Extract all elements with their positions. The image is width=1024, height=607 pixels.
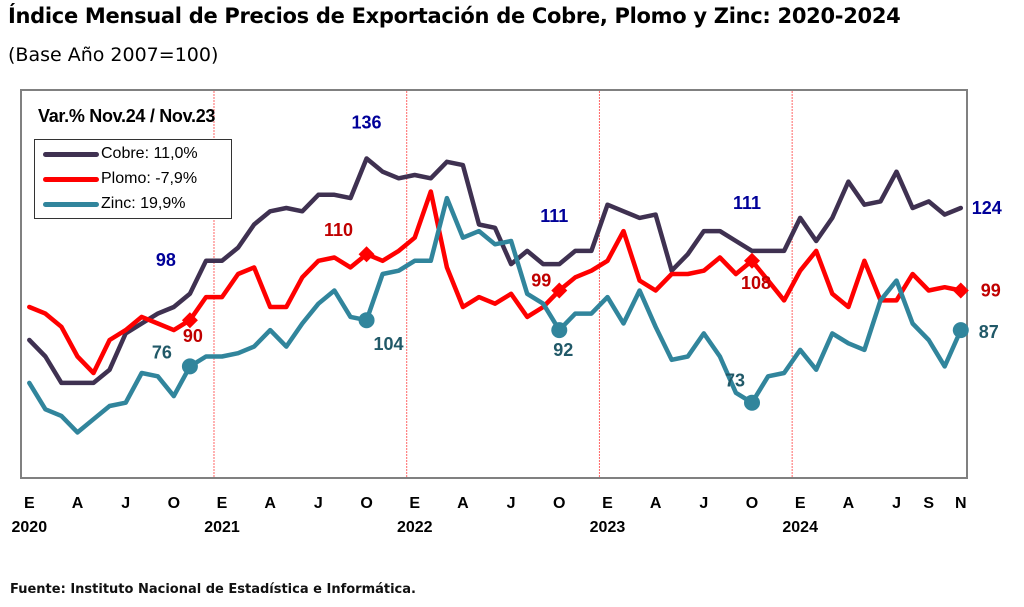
legend-swatch-plomo <box>43 176 99 182</box>
data-label-plomo-10: 90 <box>183 326 203 346</box>
series-line-zinc <box>27 195 964 435</box>
x-tick-label: J <box>892 495 901 512</box>
legend-swatch-cobre <box>43 151 99 157</box>
marker-zinc-45 <box>744 394 760 411</box>
x-tick-label: A <box>264 495 276 512</box>
data-label-plomo-33: 99 <box>531 271 551 291</box>
x-tick-label: S <box>923 495 934 512</box>
x-tick-label: O <box>746 495 758 512</box>
year-label-2024: 2024 <box>782 519 818 536</box>
x-tick-label: E <box>409 495 420 512</box>
data-label-cobre-58: 124 <box>972 198 1002 218</box>
x-tick-label: J <box>507 495 516 512</box>
source-note: Fuente: Instituto Nacional de Estadístic… <box>10 582 416 597</box>
x-tick-label: O <box>168 495 180 512</box>
marker-zinc-58 <box>952 322 969 339</box>
legend-label-zinc: Zinc: 19,9% <box>101 195 186 212</box>
year-label-2022: 2022 <box>397 519 433 536</box>
marker-plomo-45 <box>744 252 760 269</box>
highlight-markers <box>181 246 969 411</box>
marker-zinc-21 <box>358 312 375 329</box>
data-label-cobre-10: 98 <box>156 250 176 270</box>
data-label-plomo-45: 108 <box>741 273 771 293</box>
marker-plomo-21 <box>358 246 375 263</box>
legend-item-cobre: Cobre: 11,0% <box>43 142 198 166</box>
data-label-zinc-58: 87 <box>979 322 999 342</box>
legend-swatch-zinc <box>43 201 99 207</box>
chart-subtitle: (Base Año 2007=100) <box>8 44 219 66</box>
marker-zinc-10 <box>181 358 198 375</box>
marker-plomo-58 <box>952 282 969 299</box>
data-label-zinc-10: 76 <box>152 342 172 362</box>
data-label-cobre-21: 136 <box>352 113 382 133</box>
x-tick-label: J <box>121 495 130 512</box>
data-label-zinc-21: 104 <box>374 334 404 354</box>
marker-plomo-10 <box>181 312 198 329</box>
x-tick-label: E <box>24 495 35 512</box>
legend: Cobre: 11,0% Plomo: -7,9% Zinc: 19,9% <box>34 139 232 219</box>
year-label-2021: 2021 <box>204 519 240 536</box>
chart-title: Índice Mensual de Precios de Exportación… <box>8 4 901 28</box>
data-label-cobre-45: 111 <box>733 193 761 213</box>
data-label-plomo-21: 110 <box>324 220 353 240</box>
line-chart: 98 136 111 111 124 90 110 99 108 99 76 104 92 73 87 E A… <box>12 89 1002 536</box>
data-label-plomo-58: 99 <box>981 281 1001 301</box>
series-line-cobre <box>27 156 964 386</box>
x-tick-label: A <box>843 495 855 512</box>
marker-plomo-33 <box>551 282 568 299</box>
data-label-cobre-33: 111 <box>540 206 568 226</box>
x-tick-label: A <box>650 495 662 512</box>
year-label-2023: 2023 <box>590 519 626 536</box>
x-tick-label: O <box>360 495 372 512</box>
x-tick-label: J <box>314 495 323 512</box>
x-tick-label: N <box>955 495 967 512</box>
data-label-zinc-33: 92 <box>553 340 573 360</box>
legend-label-cobre: Cobre: 11,0% <box>101 145 198 162</box>
x-axis-years: 2020 2021 2022 2023 2024 <box>12 519 819 536</box>
year-label-2020: 2020 <box>12 519 48 536</box>
x-tick-label: E <box>602 495 613 512</box>
legend-title: Var.% Nov.24 / Nov.23 <box>38 106 216 126</box>
marker-zinc-33 <box>551 322 568 339</box>
x-tick-label: E <box>217 495 228 512</box>
data-labels: 98 136 111 111 124 90 110 99 108 99 76 104 92 73 87 <box>152 113 1002 391</box>
x-tick-label: A <box>72 495 84 512</box>
legend-item-plomo: Plomo: -7,9% <box>43 167 197 191</box>
legend-label-plomo: Plomo: -7,9% <box>101 170 198 187</box>
x-tick-label: E <box>795 495 806 512</box>
data-label-zinc-45: 73 <box>725 371 745 391</box>
series-line-plomo <box>27 189 964 376</box>
x-tick-label: A <box>457 495 469 512</box>
series-lines <box>27 156 964 435</box>
legend-item-zinc: Zinc: 19,9% <box>43 192 185 216</box>
x-tick-label: J <box>699 495 708 512</box>
x-tick-label: O <box>553 495 565 512</box>
